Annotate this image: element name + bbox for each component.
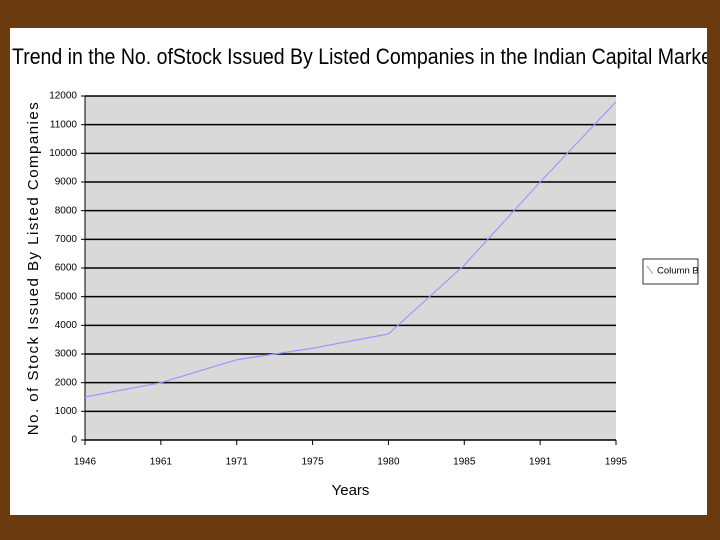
y-tick-label: 1000 bbox=[55, 406, 78, 417]
y-tick-label: 4000 bbox=[55, 320, 78, 331]
x-axis-title: Years bbox=[332, 482, 370, 499]
legend-label: Column B bbox=[657, 266, 699, 277]
x-tick-label: 1980 bbox=[377, 457, 400, 468]
y-tick-label: 2000 bbox=[55, 377, 78, 388]
y-tick-label: 12000 bbox=[49, 91, 77, 102]
legend-box bbox=[642, 258, 699, 285]
y-axis-title: No. of Stock Issued By Listed Companies bbox=[25, 101, 42, 435]
x-tick-label: 1975 bbox=[301, 457, 324, 468]
chart-area: Trend in the No. ofStock Issued By Liste… bbox=[12, 44, 712, 499]
chart-title: Trend in the No. ofStock Issued By Liste… bbox=[12, 44, 712, 69]
data-line bbox=[84, 101, 617, 398]
x-tick-label: 1971 bbox=[226, 457, 249, 468]
plot: 0 1000 2000 3000 4000 5000 6000 7000 8000 9000 100… bbox=[25, 91, 699, 499]
legend-swatch bbox=[646, 265, 654, 275]
y-tick-label: 5000 bbox=[55, 291, 78, 302]
x-tick-label: 1946 bbox=[74, 457, 97, 468]
x-tick-label: 1961 bbox=[150, 457, 173, 468]
y-tick-label: 11000 bbox=[50, 119, 78, 130]
y-tick-label: 6000 bbox=[55, 263, 78, 274]
y-tick-label: 10000 bbox=[49, 148, 77, 159]
x-tick-label: 1995 bbox=[605, 457, 628, 468]
y-tick-label: 3000 bbox=[55, 349, 78, 360]
y-tick-label: 8000 bbox=[55, 205, 78, 216]
y-tick-label: 7000 bbox=[55, 234, 78, 245]
y-tick-label: 0 bbox=[71, 435, 77, 446]
x-tick-label: 1985 bbox=[453, 457, 476, 468]
y-tick-label: 9000 bbox=[55, 177, 78, 188]
x-tick-label: 1991 bbox=[529, 457, 552, 468]
